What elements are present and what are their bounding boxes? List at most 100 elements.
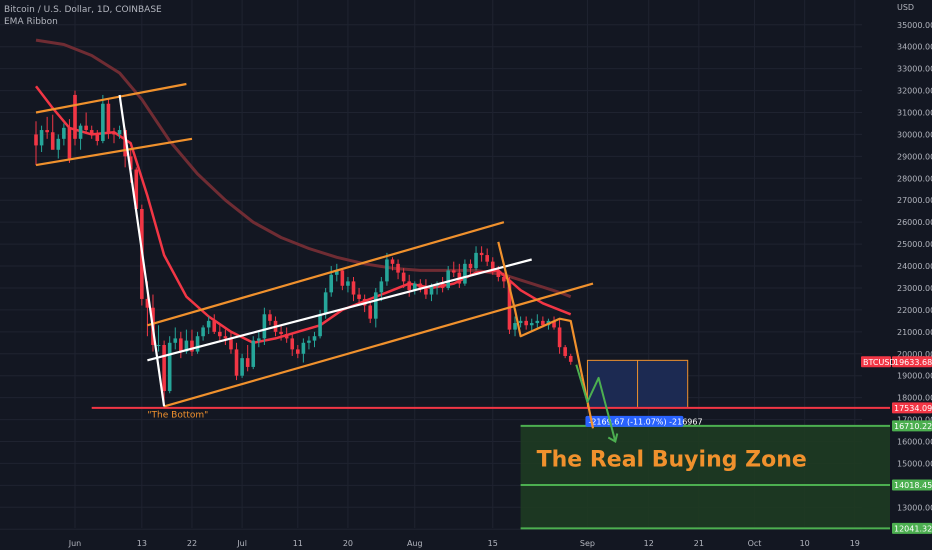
candle-body[interactable] [39,130,44,146]
candle-body[interactable] [123,130,127,157]
candle-body[interactable] [268,314,272,321]
candle-body[interactable] [479,252,484,256]
symbol-title[interactable]: Bitcoin / U.S. Dollar, 1D, COINBASE [4,5,162,15]
candle-body[interactable] [117,130,122,135]
candle-body[interactable] [429,285,434,295]
buying-zone-box[interactable] [520,425,932,529]
candle-body[interactable] [502,277,506,282]
candle-body[interactable] [451,270,456,273]
candle-body[interactable] [385,259,389,282]
candle-body[interactable] [329,274,334,293]
candle-body[interactable] [251,340,256,367]
price-tag[interactable] [892,402,932,414]
projection-arrow[interactable] [575,364,617,442]
candle-body[interactable] [412,283,417,291]
candle-body[interactable] [485,255,489,262]
time-axis[interactable] [0,538,932,550]
candle-body[interactable] [318,314,322,337]
candle-body[interactable] [284,334,289,339]
trend-line-7[interactable] [497,241,595,429]
candle-body[interactable] [446,270,450,288]
candle-body[interactable] [95,134,100,142]
candle-body[interactable] [563,347,567,356]
candle-body[interactable] [541,320,545,326]
candle-body[interactable] [240,358,244,376]
candle-body[interactable] [490,261,495,271]
candle-body[interactable] [162,344,166,392]
candle-body[interactable] [279,331,283,335]
candle-body[interactable] [340,270,345,286]
trend-line-6[interactable] [118,94,166,407]
candle-body[interactable] [73,94,77,139]
candle-body[interactable] [407,281,411,291]
candle-body[interactable] [535,320,540,324]
candle-body[interactable] [78,125,83,139]
candle-body[interactable] [62,127,66,139]
candle-body[interactable] [89,130,94,135]
candle-body[interactable] [179,338,183,352]
candle-body[interactable] [56,138,61,150]
candle-body[interactable] [334,270,339,275]
trend-line-2[interactable] [35,137,193,167]
candle-body[interactable] [474,252,478,269]
candle-body[interactable] [529,323,534,326]
candle-body[interactable] [206,320,211,328]
candle-body[interactable] [45,130,49,133]
candle-body[interactable] [440,283,445,288]
price-tag[interactable] [892,356,932,368]
candle-body[interactable] [346,281,350,286]
candle-body[interactable] [173,338,178,343]
candle-body[interactable] [496,270,501,277]
candle-body[interactable] [50,132,55,150]
price-tag[interactable] [892,522,932,534]
indicator-label[interactable]: EMA Ribbon [4,17,58,27]
candle-body[interactable] [245,358,250,367]
candle-body[interactable] [257,338,261,341]
candle-body[interactable] [507,281,512,330]
candle-body[interactable] [312,336,317,341]
candle-body[interactable] [167,342,172,392]
candle-body[interactable] [145,298,150,308]
candle-body[interactable] [351,281,356,295]
candle-body[interactable] [301,342,306,354]
ema-fast-line[interactable] [35,85,572,345]
candle-body[interactable] [396,263,400,273]
candle-body[interactable] [296,349,300,354]
candle-body[interactable] [184,340,189,352]
candle-body[interactable] [418,283,423,288]
candle-body[interactable] [307,340,311,343]
candle-body[interactable] [212,320,217,332]
price-tag[interactable] [892,420,932,432]
candle-body[interactable] [112,132,116,135]
candle-body[interactable] [34,134,38,146]
trend-line-3[interactable] [147,221,505,327]
candle-body[interactable] [134,169,139,210]
candle-body[interactable] [368,305,373,319]
candle-body[interactable] [323,292,328,315]
symbol-tag[interactable] [861,356,891,368]
candle-body[interactable] [557,327,562,348]
candle-body[interactable] [101,103,105,142]
candle-body[interactable] [223,336,228,339]
candle-body[interactable] [229,338,233,350]
candle-body[interactable] [262,314,267,339]
candle-body[interactable] [468,263,473,269]
trend-line-4[interactable] [163,282,594,408]
candle-body[interactable] [424,287,428,295]
candle-body[interactable] [390,259,395,264]
candle-body[interactable] [552,320,556,328]
candle-body[interactable] [373,292,378,319]
candle-body[interactable] [524,320,528,326]
candle-body[interactable] [357,294,361,299]
trend-line-1[interactable] [35,82,187,114]
price-axis[interactable] [890,0,932,550]
candle-body[interactable] [513,323,517,330]
candle-body[interactable] [106,103,111,133]
candle-body[interactable] [195,336,200,352]
candle-body[interactable] [128,156,133,170]
candle-body[interactable] [518,320,523,324]
candle-body[interactable] [201,327,205,337]
candle-body[interactable] [401,272,406,282]
trend-line-5[interactable] [147,258,532,362]
